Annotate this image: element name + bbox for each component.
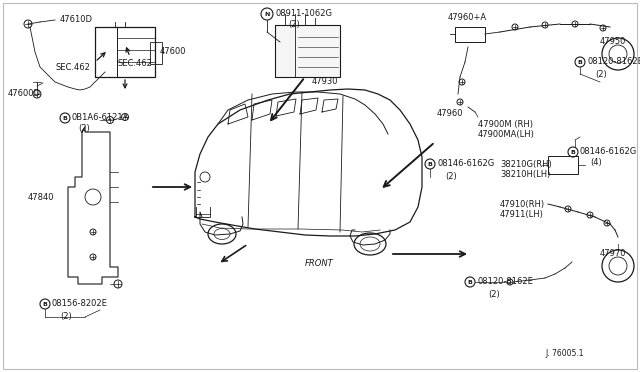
Text: (2): (2)	[288, 20, 300, 29]
Text: 08146-6162G: 08146-6162G	[437, 160, 494, 169]
Text: B: B	[571, 150, 575, 154]
Text: 47910(RH): 47910(RH)	[500, 199, 545, 208]
Text: B: B	[577, 60, 582, 64]
Text: 47970: 47970	[600, 250, 627, 259]
Text: 47911(LH): 47911(LH)	[500, 211, 544, 219]
Text: 0B1A6-6121A: 0B1A6-6121A	[72, 113, 129, 122]
Text: J. 76005.1: J. 76005.1	[545, 350, 584, 359]
Text: 08911-1062G: 08911-1062G	[275, 10, 332, 19]
Text: 47610D: 47610D	[60, 15, 93, 23]
Text: 38210H(LH): 38210H(LH)	[500, 170, 550, 180]
Text: B: B	[63, 115, 67, 121]
Text: (2): (2)	[488, 289, 500, 298]
Text: N: N	[264, 12, 269, 16]
Text: SEC.462: SEC.462	[118, 60, 153, 68]
Bar	[150, 42, 162, 64]
Bar	[275, 25, 295, 77]
Text: 47840: 47840	[28, 192, 54, 202]
Text: 47600D: 47600D	[8, 90, 41, 99]
Bar	[275, 25, 340, 77]
Text: (2): (2)	[78, 124, 90, 132]
Text: 47900MA(LH): 47900MA(LH)	[478, 131, 535, 140]
Text: 47900M (RH): 47900M (RH)	[478, 119, 533, 128]
Text: 08156-8202E: 08156-8202E	[52, 299, 108, 308]
Text: (2): (2)	[60, 311, 72, 321]
Bar	[95, 27, 155, 77]
Text: 08120-8162E: 08120-8162E	[587, 58, 640, 67]
Text: (2): (2)	[595, 70, 607, 78]
Text: (4): (4)	[590, 158, 602, 167]
Text: SEC.462: SEC.462	[55, 62, 90, 71]
Text: FRONT: FRONT	[305, 260, 333, 269]
Text: 47960: 47960	[437, 109, 463, 119]
Text: 47960+A: 47960+A	[448, 13, 487, 22]
Text: 47930: 47930	[312, 77, 339, 87]
Text: B: B	[43, 301, 47, 307]
Text: 08120-8162E: 08120-8162E	[477, 278, 533, 286]
Bar	[455, 27, 485, 42]
Text: 47950: 47950	[600, 38, 627, 46]
Bar	[548, 156, 578, 174]
Text: 38210G(RH): 38210G(RH)	[500, 160, 552, 169]
Text: 47600: 47600	[160, 48, 186, 57]
Text: B: B	[428, 161, 433, 167]
Text: 08146-6162G: 08146-6162G	[580, 148, 637, 157]
Text: (2): (2)	[445, 171, 457, 180]
Bar	[95, 27, 117, 77]
Text: B: B	[468, 279, 472, 285]
